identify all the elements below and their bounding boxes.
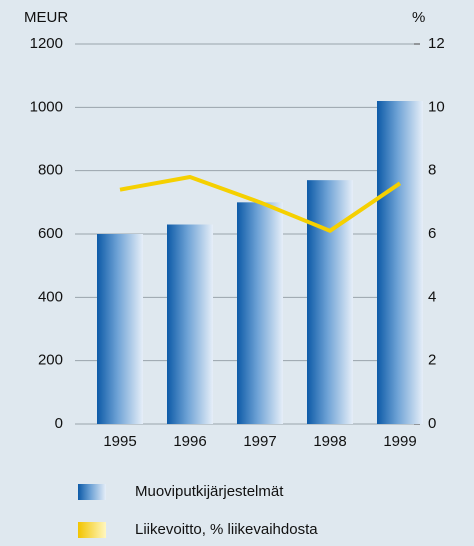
bar	[167, 224, 213, 424]
bar	[237, 202, 283, 424]
x-tick-label: 1996	[173, 433, 206, 450]
y2-tick-label: 12	[428, 35, 445, 52]
y2-tick-label: 4	[428, 288, 436, 305]
y2-tick-label: 10	[428, 98, 445, 115]
y-axis-label: MEUR	[24, 9, 68, 26]
y2-tick-label: 2	[428, 352, 436, 369]
x-tick-label: 1999	[383, 433, 416, 450]
bar	[377, 101, 423, 424]
y-tick-label: 200	[38, 352, 63, 369]
y-tick-label: 0	[55, 415, 63, 432]
y-tick-label: 1200	[30, 35, 63, 52]
bar	[97, 234, 143, 424]
legend-label: Muoviputkijärjestelmät	[135, 483, 284, 500]
legend-label: Liikevoitto, % liikevaihdosta	[135, 521, 318, 538]
y-tick-label: 600	[38, 225, 63, 242]
y2-tick-label: 6	[428, 225, 436, 242]
y2-tick-label: 8	[428, 162, 436, 179]
bar	[307, 180, 353, 424]
line	[119, 175, 402, 233]
y2-tick-label: 0	[428, 415, 436, 432]
legend-swatch	[78, 484, 106, 500]
y-tick-label: 1000	[30, 98, 63, 115]
x-tick-label: 1998	[313, 433, 346, 450]
y-tick-label: 400	[38, 288, 63, 305]
y2-axis-label: %	[412, 9, 425, 26]
legend-swatch	[78, 522, 106, 538]
x-tick-label: 1997	[243, 433, 276, 450]
x-tick-label: 1995	[103, 433, 136, 450]
y-tick-label: 800	[38, 162, 63, 179]
